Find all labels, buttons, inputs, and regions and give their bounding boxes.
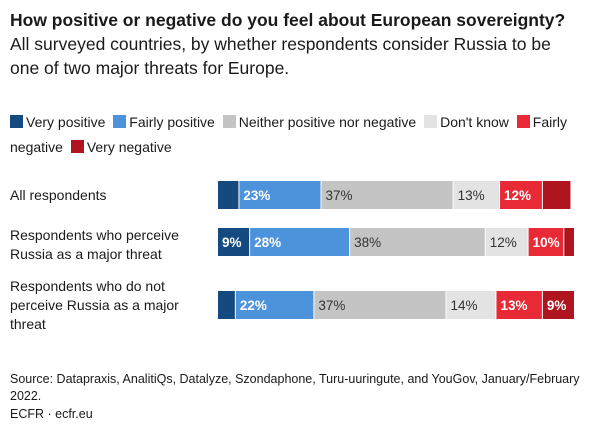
data-label: 9% [222, 235, 242, 250]
row-label-all-respondents: All respondents [10, 187, 107, 203]
data-label: 14% [450, 298, 477, 313]
legend-item-fairly-positive: Fairly positive [113, 114, 215, 130]
legend-label-fairly-positive: Fairly positive [129, 114, 215, 130]
bar-segment [528, 228, 564, 256]
legend-item-very-negative: Very negative [70, 139, 172, 155]
legend-swatch-fairly-negative [516, 115, 530, 128]
row-label-not-perceive-threat: Respondents who do not perceive Russia a… [10, 278, 179, 332]
credit: ECFR · ecfr.eu [10, 407, 93, 421]
bar-segment [496, 291, 542, 319]
data-label: 37% [318, 298, 345, 313]
row-label-perceive-threat: Respondents who perceive Russia as a maj… [10, 227, 179, 262]
bar-segment [542, 181, 571, 209]
bar-segment [453, 181, 500, 209]
bar-segment [564, 228, 574, 256]
bar-segment [321, 181, 453, 209]
data-label: 38% [354, 235, 381, 250]
source-note: Source: Datapraxis, AnalitiQs, Datalyze,… [10, 372, 580, 403]
bar-segment [446, 291, 496, 319]
data-label: 10% [533, 235, 560, 250]
legend-swatch-neither [222, 115, 236, 128]
legend-item-very-positive: Very positive [10, 114, 105, 130]
data-label: 9% [547, 298, 567, 313]
bar-segment [542, 291, 574, 319]
data-label: 23% [243, 188, 270, 203]
data-label: 28% [254, 235, 281, 250]
data-label: 12% [490, 235, 517, 250]
legend-label-neither: Neither positive nor negative [238, 114, 417, 130]
legend-swatch-dont-know [424, 115, 438, 128]
legend-swatch-fairly-positive [113, 115, 127, 128]
chart-title-bold: How positive or negative do you feel abo… [10, 10, 566, 30]
legend-swatch-very-negative [70, 140, 84, 153]
legend-swatch-very-positive [10, 115, 23, 128]
legend-label-very-negative: Very negative [86, 139, 172, 155]
bar-segment [218, 291, 235, 319]
legend-item-neither: Neither positive nor negative [222, 114, 417, 130]
bar-segment [314, 291, 446, 319]
legend-label-dont-know: Don't know [440, 114, 509, 130]
data-label: 13% [500, 298, 527, 313]
legend-item-dont-know: Don't know [424, 114, 509, 130]
bar-segment [485, 228, 528, 256]
bar-segment [218, 181, 239, 209]
bar-segment [235, 291, 314, 319]
bar-segment [500, 181, 542, 209]
data-label: 22% [240, 298, 267, 313]
bar-segment [250, 228, 350, 256]
chart-title: How positive or negative do you feel abo… [10, 8, 582, 80]
bar-segment [239, 181, 321, 209]
data-label: 12% [504, 188, 531, 203]
legend: Very positive Fairly positive Neither po… [10, 110, 585, 160]
legend-item-fairly-negative: Fairly negative [10, 114, 567, 155]
bar-segment [218, 228, 250, 256]
data-label: 37% [326, 188, 353, 203]
legend-label-fairly-negative: Fairly negative [10, 114, 568, 155]
legend-label-very-positive: Very positive [26, 114, 106, 130]
chart-subtitle: All surveyed countries, by whether respo… [10, 34, 551, 78]
data-label: 13% [458, 188, 485, 203]
bar-segment [350, 228, 485, 256]
